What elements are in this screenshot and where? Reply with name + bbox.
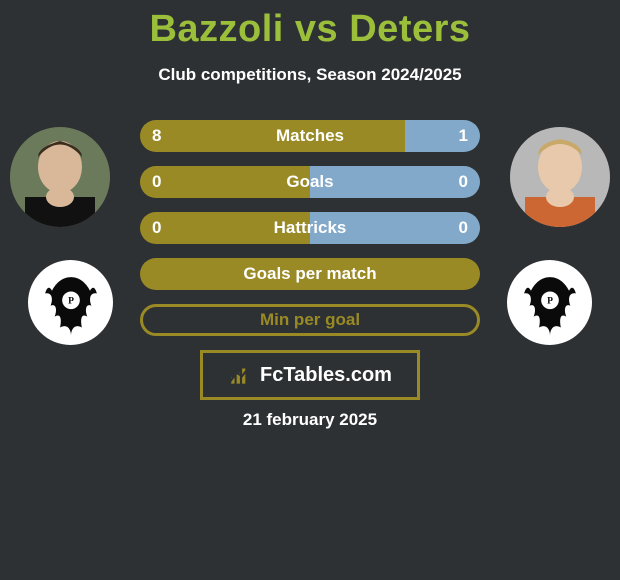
stat-value-right: 0 bbox=[459, 172, 468, 192]
brand-label: FcTables.com bbox=[260, 364, 392, 387]
person-icon bbox=[510, 127, 610, 227]
eagle-crest-icon: P bbox=[516, 269, 584, 337]
stat-bar-matches: 8 Matches 1 bbox=[140, 120, 480, 152]
stat-value-right: 0 bbox=[459, 218, 468, 238]
stat-bar-goals-per-match: Goals per match bbox=[140, 258, 480, 290]
stat-label: Goals per match bbox=[140, 264, 480, 284]
stat-bar-goals: 0 Goals 0 bbox=[140, 166, 480, 198]
player-right-avatar bbox=[510, 127, 610, 227]
stat-value-right: 1 bbox=[459, 126, 468, 146]
stat-label: Goals bbox=[140, 172, 480, 192]
date-label: 21 february 2025 bbox=[0, 410, 620, 430]
player-left-avatar bbox=[10, 127, 110, 227]
stat-bar-hattricks: 0 Hattricks 0 bbox=[140, 212, 480, 244]
svg-text:P: P bbox=[547, 296, 553, 306]
stat-label: Matches bbox=[140, 126, 480, 146]
club-right-badge: P bbox=[507, 260, 592, 345]
brand-box: FcTables.com bbox=[200, 350, 420, 400]
eagle-crest-icon: P bbox=[37, 269, 105, 337]
subtitle: Club competitions, Season 2024/2025 bbox=[0, 65, 620, 85]
person-icon bbox=[10, 127, 110, 227]
bar-chart-icon bbox=[228, 362, 254, 388]
club-left-badge: P bbox=[28, 260, 113, 345]
stat-bar-min-per-goal: Min per goal bbox=[140, 304, 480, 336]
svg-text:P: P bbox=[68, 296, 74, 306]
stats-column: 8 Matches 1 0 Goals 0 0 Hattricks 0 Goal… bbox=[140, 120, 480, 350]
page-title: Bazzoli vs Deters bbox=[0, 0, 620, 51]
stat-label: Min per goal bbox=[143, 310, 477, 330]
stat-label: Hattricks bbox=[140, 218, 480, 238]
